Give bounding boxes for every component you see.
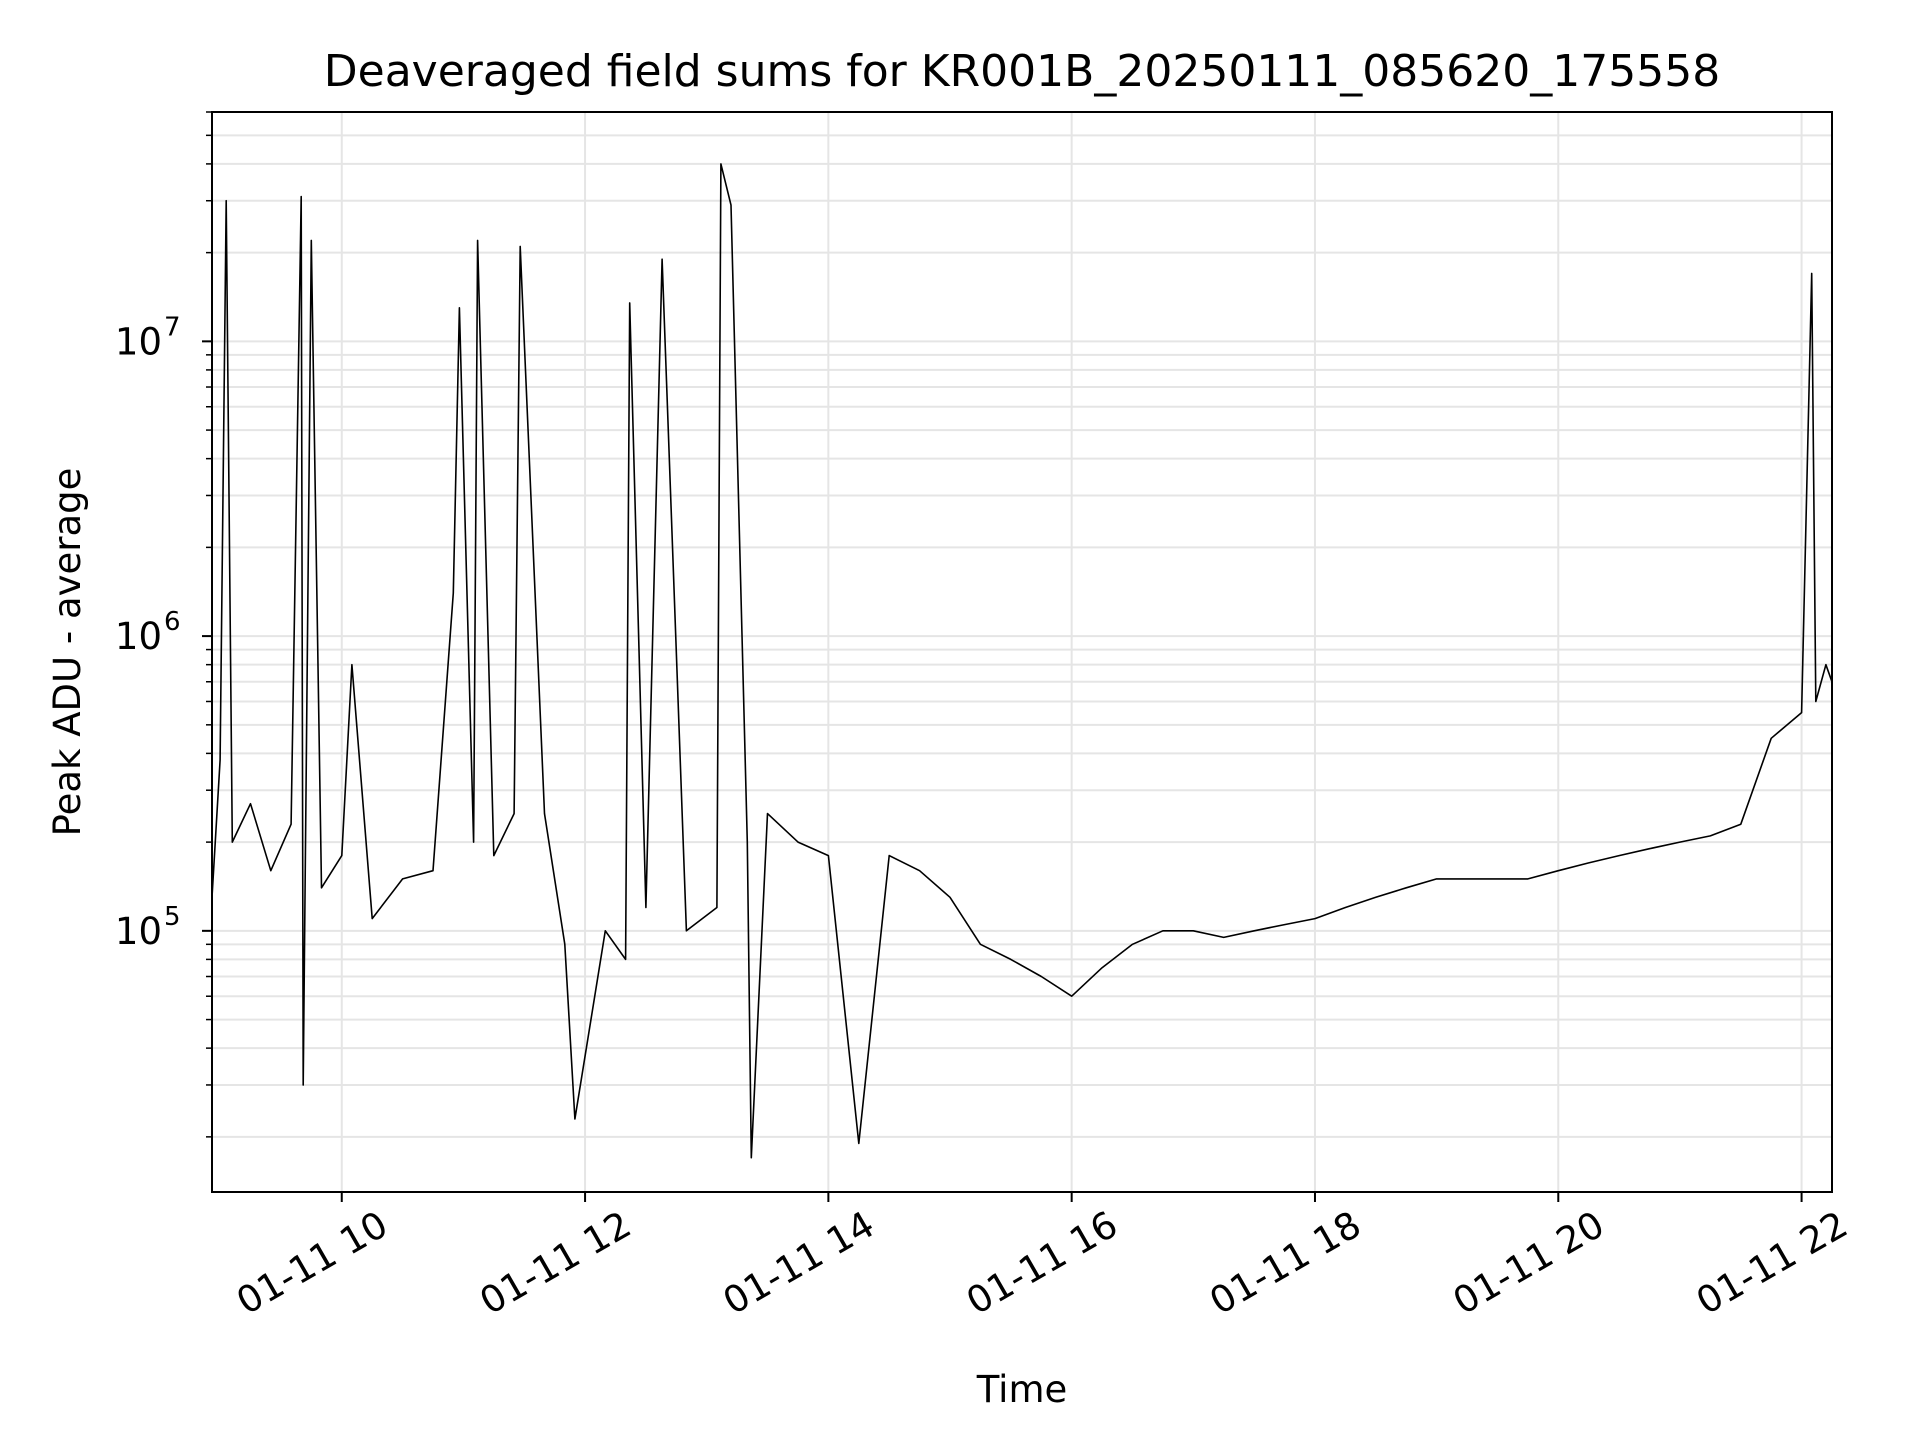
- chart-title: Deaveraged field sums for KR001B_2025011…: [324, 46, 1720, 97]
- y-tick-label: 10: [115, 615, 162, 658]
- y-tick-exponent: 5: [164, 902, 181, 932]
- grid: [206, 111, 1832, 1192]
- y-axis-label: Peak ADU - average: [46, 468, 89, 837]
- y-tick-label: 10: [115, 910, 162, 953]
- series-line: [211, 163, 1833, 1159]
- series-layer: [211, 163, 1833, 1159]
- plot-frame: [211, 111, 1833, 1193]
- x-axis-label: Time: [976, 1368, 1068, 1411]
- y-tick-exponent: 6: [164, 607, 181, 637]
- y-tick-exponent: 7: [164, 312, 181, 342]
- y-tick-label: 10: [115, 320, 162, 363]
